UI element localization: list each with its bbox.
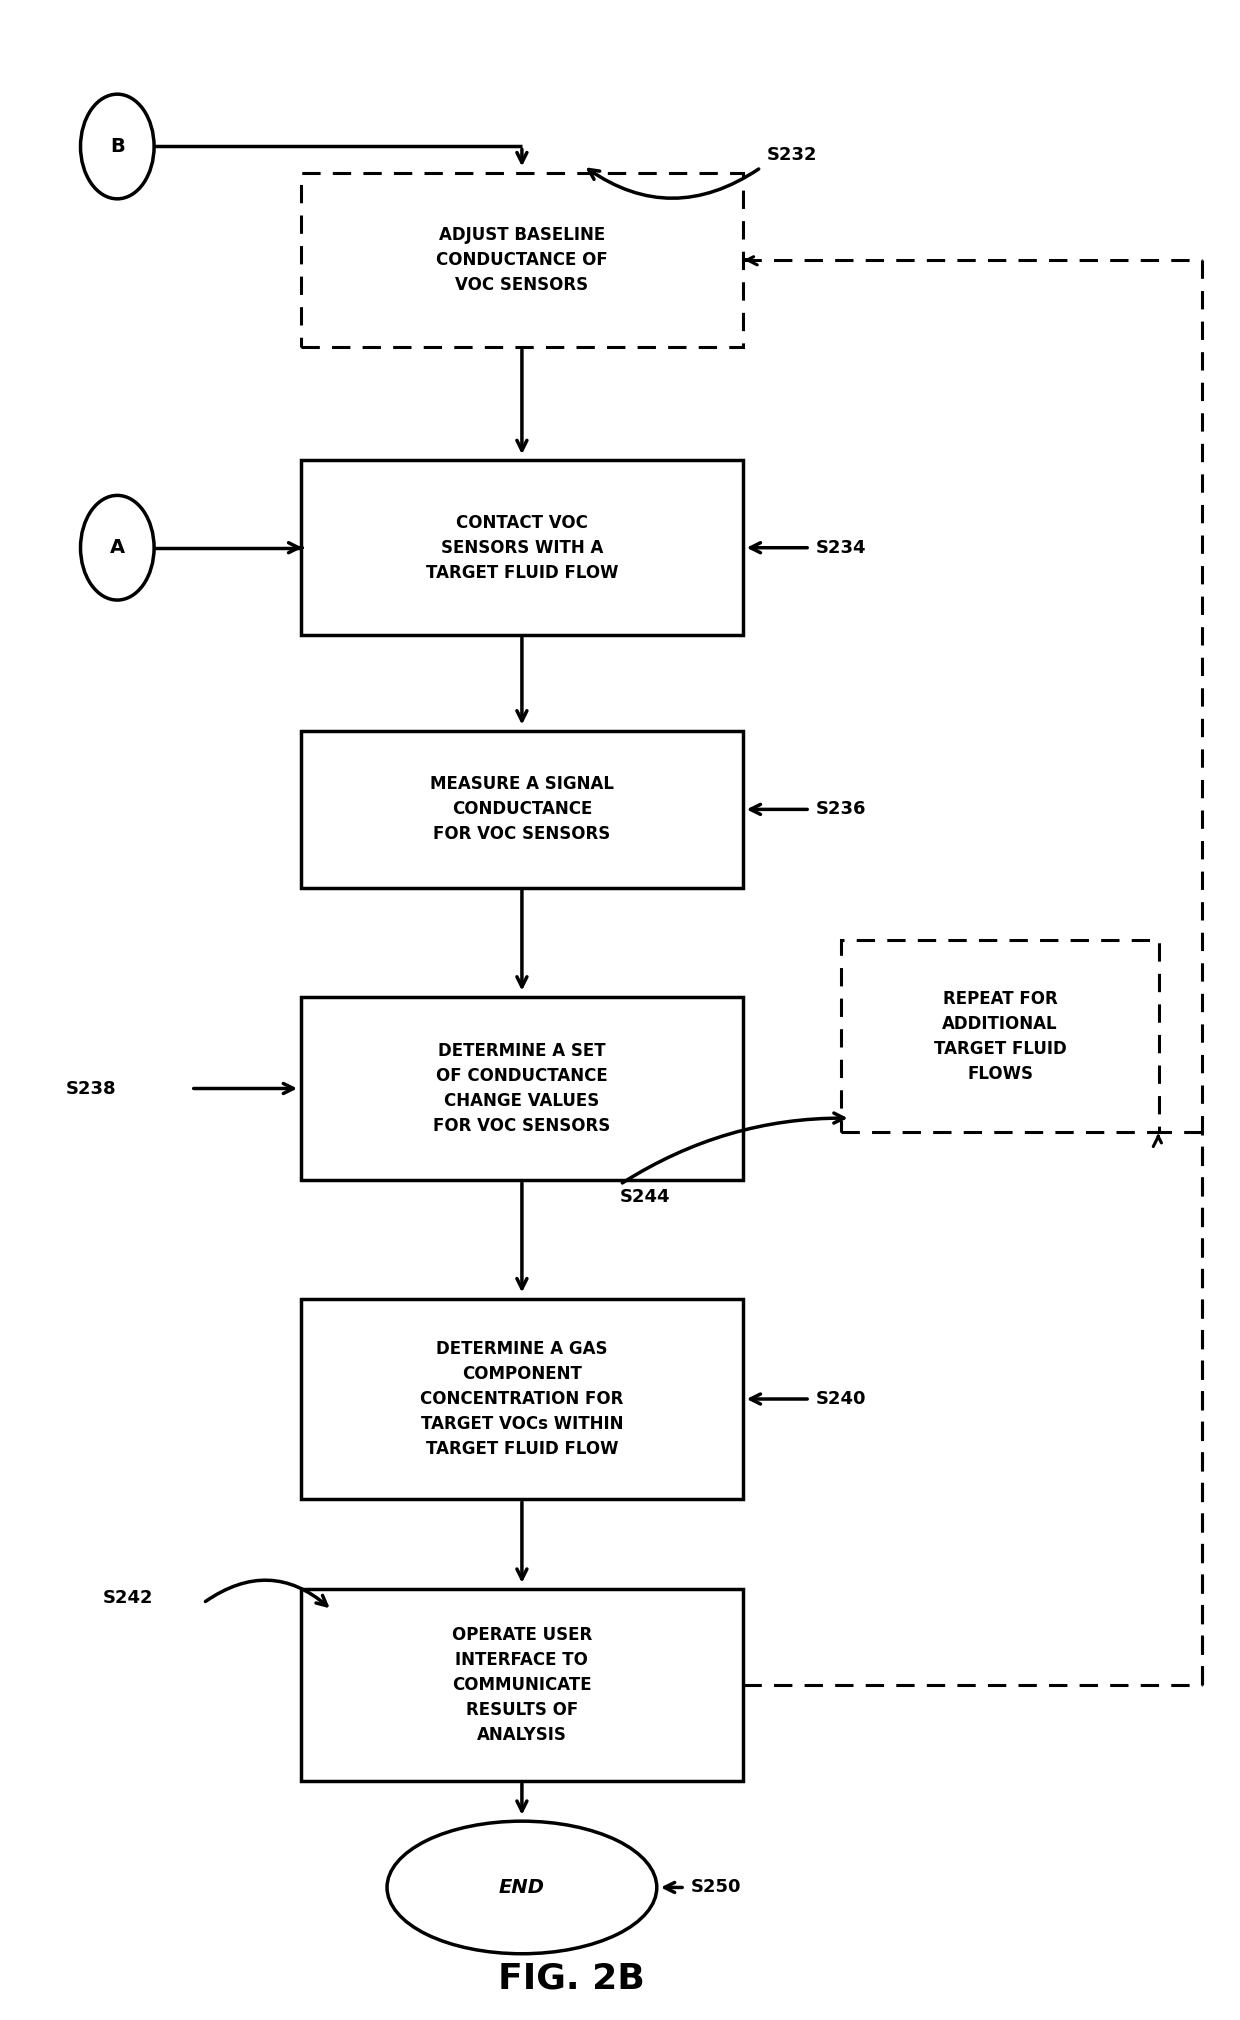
Text: S236: S236 — [816, 800, 867, 818]
Text: S242: S242 — [103, 1590, 153, 1606]
Bar — [301, 731, 743, 889]
Circle shape — [81, 495, 154, 600]
Text: END: END — [498, 1879, 544, 1897]
Bar — [301, 1590, 743, 1782]
Text: A: A — [109, 537, 125, 558]
Text: S232: S232 — [768, 145, 817, 164]
Text: S250: S250 — [691, 1879, 742, 1897]
Ellipse shape — [387, 1822, 657, 1953]
Text: MEASURE A SIGNAL
CONDUCTANCE
FOR VOC SENSORS: MEASURE A SIGNAL CONDUCTANCE FOR VOC SEN… — [430, 776, 614, 844]
Text: S244: S244 — [620, 1188, 671, 1206]
Bar — [301, 998, 743, 1180]
Text: REPEAT FOR
ADDITIONAL
TARGET FLUID
FLOWS: REPEAT FOR ADDITIONAL TARGET FLUID FLOWS — [934, 990, 1066, 1083]
Text: FIG. 2B: FIG. 2B — [497, 1961, 645, 1996]
Text: DETERMINE A SET
OF CONDUCTANCE
CHANGE VALUES
FOR VOC SENSORS: DETERMINE A SET OF CONDUCTANCE CHANGE VA… — [433, 1042, 610, 1135]
Text: S234: S234 — [816, 539, 867, 558]
Bar — [301, 172, 743, 347]
Text: S240: S240 — [816, 1390, 867, 1408]
Text: OPERATE USER
INTERFACE TO
COMMUNICATE
RESULTS OF
ANALYSIS: OPERATE USER INTERFACE TO COMMUNICATE RE… — [451, 1626, 591, 1743]
Circle shape — [81, 95, 154, 198]
Bar — [841, 939, 1159, 1131]
Text: ADJUST BASELINE
CONDUCTANCE OF
VOC SENSORS: ADJUST BASELINE CONDUCTANCE OF VOC SENSO… — [436, 226, 608, 293]
Text: S238: S238 — [66, 1079, 117, 1097]
Text: DETERMINE A GAS
COMPONENT
CONCENTRATION FOR
TARGET VOCs WITHIN
TARGET FLUID FLOW: DETERMINE A GAS COMPONENT CONCENTRATION … — [420, 1339, 624, 1458]
Bar — [301, 1299, 743, 1499]
Bar — [301, 461, 743, 634]
Text: CONTACT VOC
SENSORS WITH A
TARGET FLUID FLOW: CONTACT VOC SENSORS WITH A TARGET FLUID … — [425, 513, 619, 582]
Text: B: B — [110, 137, 125, 156]
